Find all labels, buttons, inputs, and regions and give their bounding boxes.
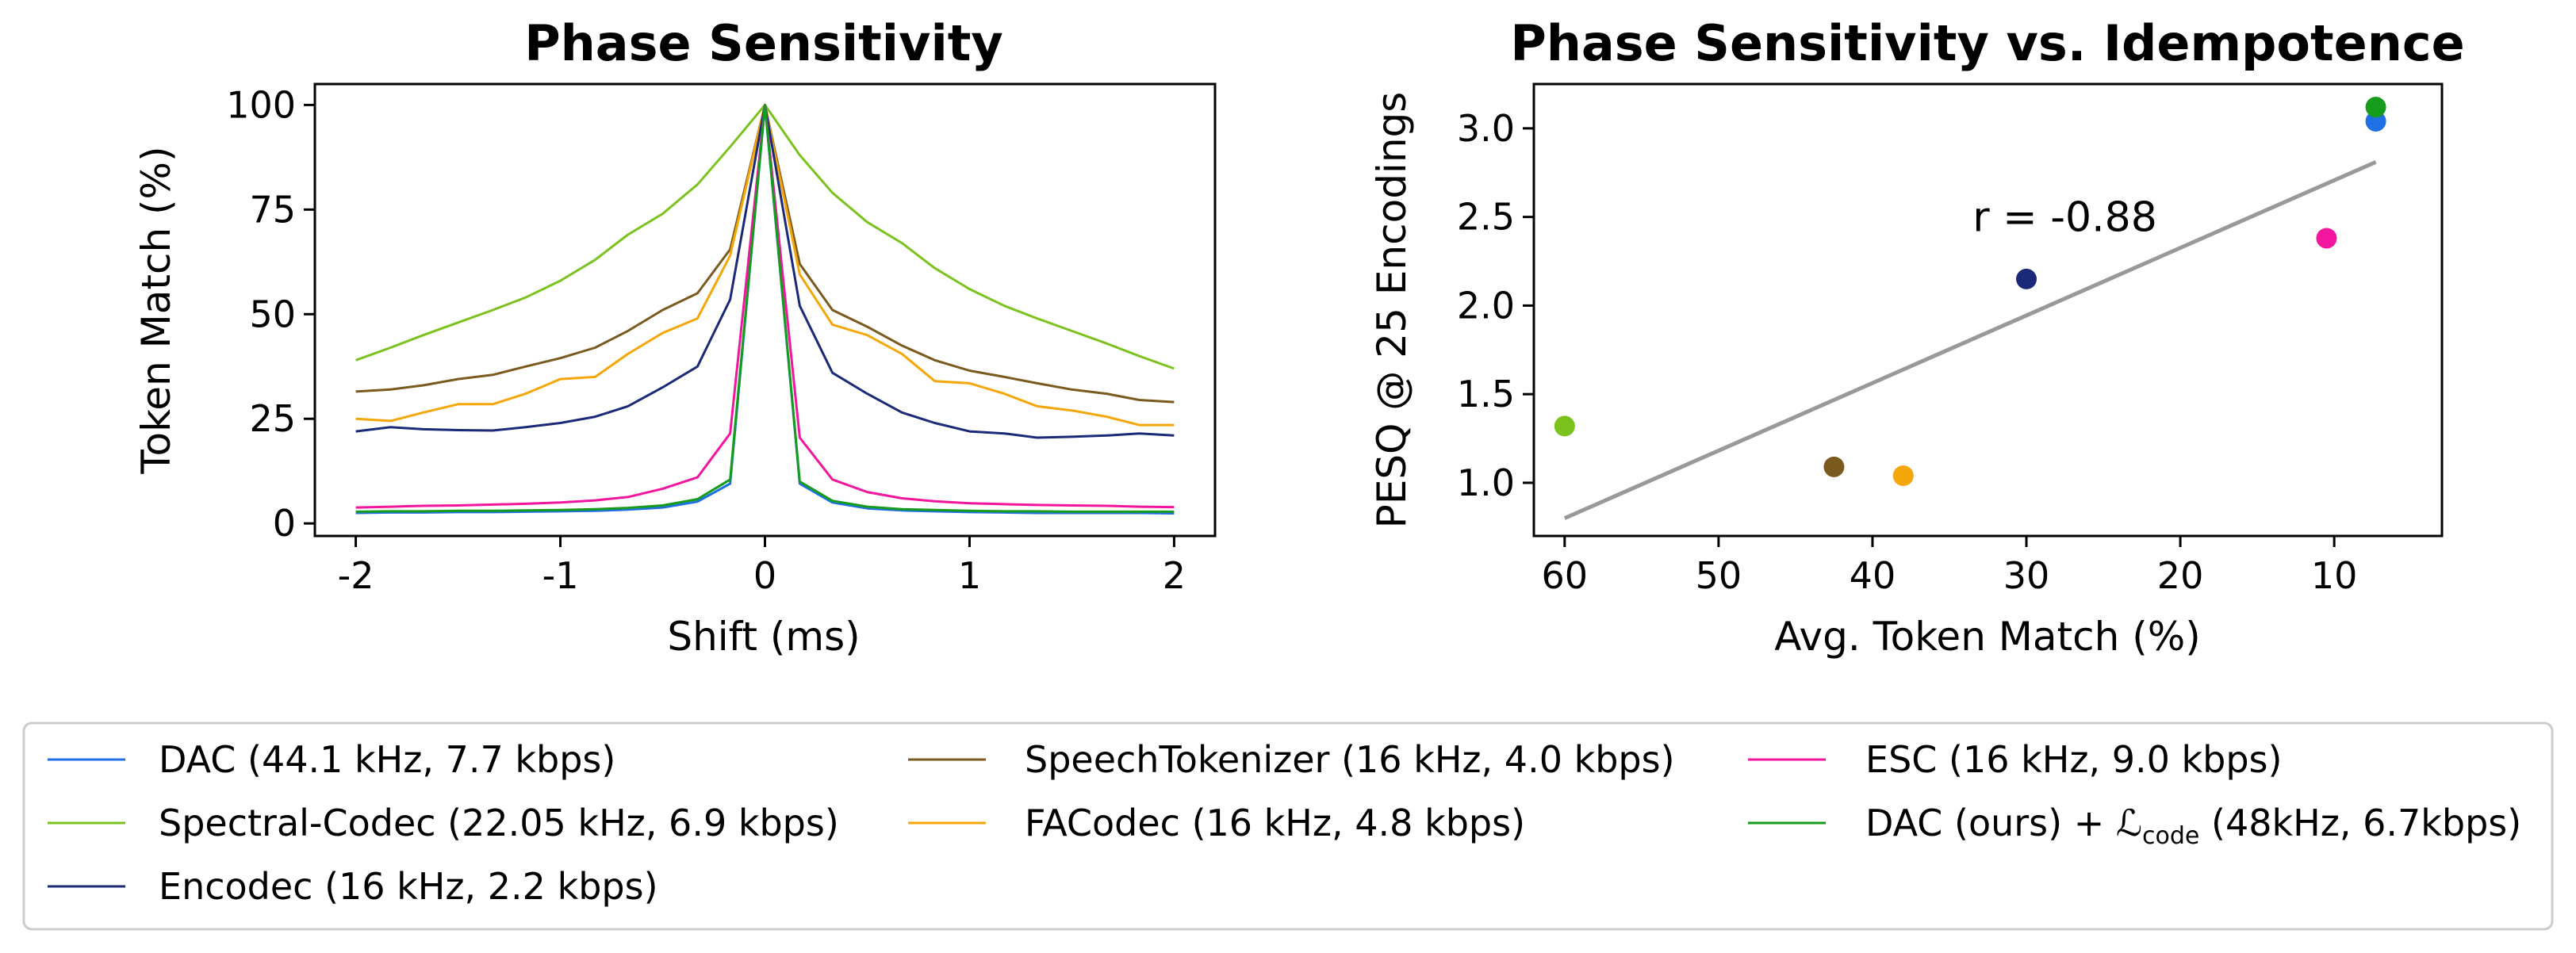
- scatter-group: [1554, 97, 2386, 520]
- y-tick-label: 3.0: [1457, 107, 1515, 150]
- x-tick-label: 20: [2157, 554, 2204, 597]
- y-tick-label: 2.5: [1457, 196, 1515, 239]
- legend-label-prefix: DAC (ours) +: [1865, 802, 2116, 844]
- legend-label: SpeechTokenizer (16 kHz, 4.0 kbps): [1025, 738, 1675, 781]
- y-tick-label: 0: [273, 502, 296, 545]
- scatter-point: [1554, 415, 1575, 437]
- scatter-point: [2365, 110, 2386, 132]
- x-tick-label: 10: [2311, 554, 2358, 597]
- scatter-point: [2316, 228, 2337, 249]
- legend-label-subscript: code: [2142, 822, 2199, 850]
- y-tick-label: 50: [249, 293, 296, 335]
- x-axis-label: Shift (ms): [667, 614, 860, 660]
- phase-vs-idempotence-chart: Phase Sensitivity vs. Idempotence 60 50 40…: [1369, 14, 2465, 660]
- x-tick-label: -2: [338, 554, 374, 597]
- y-tick-label: 25: [249, 397, 296, 440]
- tick-group: 60 50 40 30 20 10 1.0 1.5 2.0 2.5 3.0: [1457, 107, 2358, 597]
- line-series: [355, 103, 1175, 509]
- legend-label: DAC (44.1 kHz, 7.7 kbps): [159, 738, 615, 781]
- scatter-point: [1892, 465, 1914, 486]
- x-tick-label: 60: [1542, 554, 1589, 597]
- legend-entry: Encodec (16 kHz, 2.2 kbps): [48, 865, 658, 908]
- x-tick-label: 2: [1163, 554, 1186, 597]
- phase-sensitivity-chart: Phase Sensitivity -2 -1 0 1 2 0 25 50 75 100 Shif…: [133, 14, 1217, 660]
- plot-frame: [1532, 82, 2444, 538]
- y-tick-label: 2.0: [1457, 284, 1515, 327]
- plot-frame: [313, 82, 1217, 538]
- y-axis-label: PESQ @ 25 Encodings: [1369, 92, 1415, 529]
- chart-title: Phase Sensitivity vs. Idempotence: [1510, 14, 2464, 72]
- legend-label: Encodec (16 kHz, 2.2 kbps): [159, 865, 658, 908]
- line-series: [355, 103, 1175, 404]
- chart-title: Phase Sensitivity: [524, 14, 1003, 72]
- legend-entry: ESC (16 kHz, 9.0 kbps): [1748, 738, 2282, 781]
- y-tick-label: 75: [249, 188, 296, 231]
- legend-label: FACodec (16 kHz, 4.8 kbps): [1025, 802, 1525, 844]
- line-series: [355, 103, 1175, 439]
- x-axis-label: Avg. Token Match (%): [1774, 614, 2201, 660]
- x-tick-label: 1: [958, 554, 981, 597]
- tick-group: -2 -1 0 1 2 0 25 50 75 100: [226, 83, 1186, 597]
- regression-line: [1563, 160, 2377, 520]
- y-axis-label: Token Match (%): [133, 146, 179, 474]
- legend: DAC (44.1 kHz, 7.7 kbps) Spectral-Codec …: [22, 721, 2554, 931]
- legend-label: Spectral-Codec (22.05 kHz, 6.9 kbps): [159, 802, 839, 844]
- x-tick-label: 40: [1850, 554, 1896, 597]
- legend-entry: DAC (44.1 kHz, 7.7 kbps): [48, 738, 615, 781]
- line-series-group: [355, 103, 1175, 515]
- x-tick-label: 50: [1696, 554, 1742, 597]
- y-tick-label: 1.5: [1457, 373, 1515, 415]
- legend-entry: SpeechTokenizer (16 kHz, 4.0 kbps): [908, 738, 1675, 781]
- y-tick-label: 1.0: [1457, 461, 1515, 504]
- legend-label-math: ℒ: [2116, 802, 2142, 844]
- line-series: [355, 103, 1175, 370]
- scatter-point: [1823, 456, 1845, 477]
- legend-box: [22, 721, 2554, 931]
- legend-label: ESC (16 kHz, 9.0 kbps): [1865, 738, 2282, 781]
- scatter-point: [2365, 97, 2386, 118]
- legend-entry: Spectral-Codec (22.05 kHz, 6.9 kbps): [48, 802, 839, 844]
- legend-label-suffix: (48kHz, 6.7kbps): [2199, 802, 2521, 844]
- legend-label: DAC (ours) + ℒcode (48kHz, 6.7kbps): [1865, 802, 2521, 850]
- y-tick-label: 100: [226, 83, 296, 126]
- legend-entry: DAC (ours) + ℒcode (48kHz, 6.7kbps): [1748, 802, 2521, 850]
- correlation-annotation: r = -0.88: [1972, 194, 2157, 242]
- x-tick-label: 0: [753, 554, 776, 597]
- x-tick-label: -1: [542, 554, 579, 597]
- scatter-point: [2016, 268, 2037, 289]
- legend-entry: FACodec (16 kHz, 4.8 kbps): [908, 802, 1525, 844]
- line-series: [355, 103, 1175, 515]
- x-tick-label: 30: [2003, 554, 2050, 597]
- line-series: [355, 103, 1175, 513]
